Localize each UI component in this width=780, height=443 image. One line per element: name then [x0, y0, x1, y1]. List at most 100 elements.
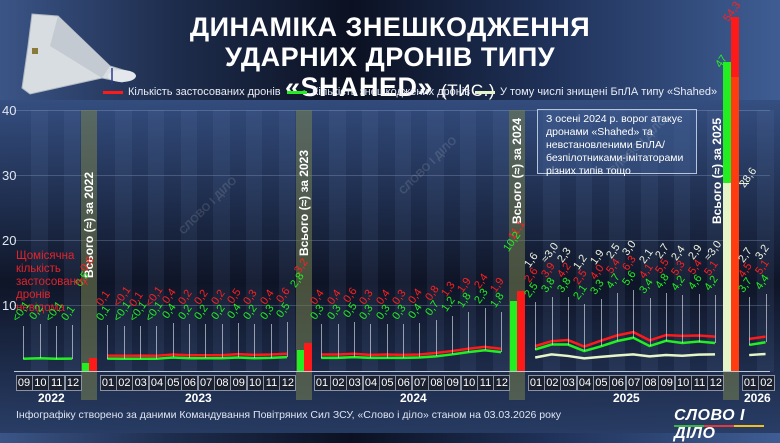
total-bar-downed-2022	[82, 363, 89, 371]
column-stripe	[674, 110, 691, 372]
column-stripe	[115, 110, 132, 372]
title-unit: (ТИС.)	[441, 81, 495, 100]
leader-line	[172, 322, 174, 358]
leader-line	[270, 323, 272, 358]
gridline-30	[14, 175, 770, 176]
month-label: 09	[658, 375, 676, 391]
month-label: 12	[707, 375, 725, 391]
title-line-1: ДИНАМІКА ЗНЕШКОДЖЕННЯ	[189, 12, 591, 42]
footer-source: Інфографіку створено за даними Командува…	[16, 409, 561, 421]
leader-line	[402, 323, 404, 358]
leader-line	[698, 293, 700, 342]
leader-line	[23, 325, 25, 359]
leader-line	[649, 298, 651, 347]
total-bar-launched-2025	[731, 77, 739, 371]
column-stripe	[64, 110, 81, 372]
leader-line	[55, 325, 57, 359]
month-label: 02	[115, 375, 133, 391]
total-bar-downed-2023	[297, 350, 304, 371]
column-stripe	[492, 110, 510, 372]
title-line-2: УДАРНИХ ДРОНІВ ТИПУ «SHAHED»	[224, 42, 556, 102]
gridline-10	[14, 305, 770, 306]
leader-line	[616, 293, 618, 342]
legend-label: У тому числі знищені БпЛА типу «Shahed»	[500, 86, 718, 98]
chart-title: ДИНАМІКА ЗНЕШКОДЖЕННЯ УДАРНИХ ДРОНІВ ТИП…	[150, 12, 630, 106]
note-box-2024-autumn: З осені 2024 р. ворог атакує дронами «Sh…	[537, 109, 697, 177]
column-stripe	[460, 110, 477, 372]
leader-line	[107, 325, 109, 359]
leader-line	[386, 323, 388, 358]
leader-line	[353, 322, 355, 358]
month-label: 10	[460, 375, 478, 391]
column-stripe	[246, 110, 263, 372]
column-stripe	[329, 110, 346, 372]
logo-bar-green	[674, 425, 704, 427]
month-label: 09	[15, 375, 33, 391]
month-label: 07	[411, 375, 429, 391]
total-bar-launched-2025-top	[731, 17, 739, 77]
gridline-20	[14, 240, 770, 241]
month-label: 01	[741, 375, 759, 391]
column-stripe	[757, 110, 774, 372]
note-unknown-monthly: Щомісячна кількість застосованих дронів …	[16, 250, 89, 314]
month-label: 11	[48, 375, 66, 391]
shahed-drone-icon	[21, 13, 136, 95]
month-label: 06	[181, 375, 199, 391]
total-bar-launched-2022	[89, 358, 97, 371]
leader-line	[254, 324, 256, 359]
leader-line	[370, 323, 372, 358]
month-label: 02	[329, 375, 347, 391]
column-stripe	[213, 110, 230, 372]
leader-line	[484, 307, 486, 351]
leader-line	[321, 323, 323, 358]
year-label-2024: 2024	[400, 391, 427, 405]
y-tick-30: 30	[2, 168, 17, 183]
year-label-2023: 2023	[185, 391, 212, 405]
leader-line	[337, 323, 339, 358]
column-stripe	[576, 110, 593, 372]
month-label: 11	[691, 375, 708, 391]
month-label: 09	[444, 375, 462, 391]
leader-line	[435, 320, 437, 357]
legend-label: Кількість знешкоджених дронів	[312, 86, 471, 98]
total-column-2022	[81, 110, 97, 400]
legend-item-launched: Кількість застосованих дронів	[103, 86, 281, 98]
y-tick-10: 10	[2, 298, 17, 313]
month-label: 12	[493, 375, 511, 391]
total-bar-downed-2025	[723, 62, 731, 183]
month-label: 07	[197, 375, 215, 391]
column-stripe	[543, 110, 560, 372]
leader-line	[600, 298, 602, 347]
legend-item-shahed: У тому числі знищені БпЛА типу «Shahed»	[475, 86, 717, 98]
month-label: 10	[246, 375, 264, 391]
month-label: 12	[279, 375, 297, 391]
month-label: 03	[560, 375, 578, 391]
month-label: 01	[313, 375, 331, 391]
leader-line	[287, 322, 289, 358]
leader-line	[72, 325, 74, 359]
legend-swatch-red	[103, 90, 123, 94]
leader-line	[584, 303, 586, 351]
column-stripe	[608, 110, 626, 372]
month-label: 04	[576, 375, 594, 391]
total-column-2023	[296, 110, 312, 400]
total-bar-shahed-2025	[723, 183, 731, 371]
month-label: 05	[592, 375, 610, 391]
year-label-2022: 2022	[38, 391, 65, 405]
month-label: 10	[31, 375, 49, 391]
leader-line	[205, 324, 207, 359]
month-label: 04	[148, 375, 166, 391]
leader-line	[188, 324, 190, 359]
y-tick-20: 20	[2, 233, 17, 248]
month-label: 06	[395, 375, 413, 391]
column-stripe	[31, 110, 48, 372]
month-label: 03	[346, 375, 364, 391]
gridline-40	[14, 110, 770, 111]
total-bar-launched-2024	[517, 291, 525, 371]
leader-line	[237, 322, 239, 358]
month-label: 10	[674, 375, 692, 391]
month-label: 12	[64, 375, 82, 391]
month-label: 03	[132, 375, 150, 391]
month-label: 04	[362, 375, 380, 391]
leader-line	[633, 289, 635, 338]
